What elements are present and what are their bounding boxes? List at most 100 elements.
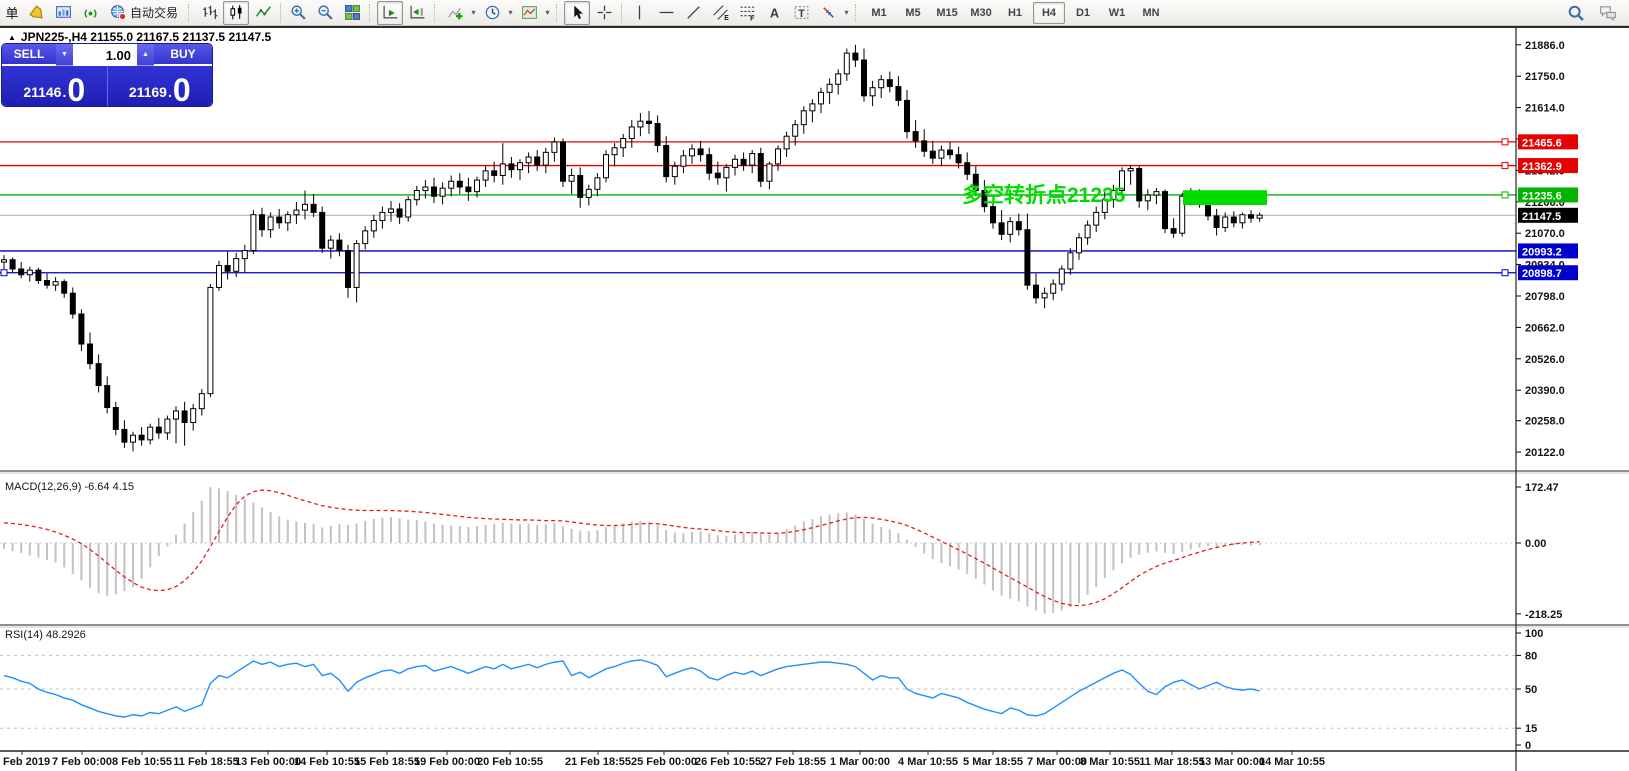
periods-button[interactable] — [479, 1, 505, 25]
autotrading-icon — [110, 4, 127, 21]
one-click-trading-panel: SELL ▼ ▲ BUY 21146.0 21169.0 — [2, 44, 212, 106]
candlestick-chart-button[interactable] — [223, 0, 250, 25]
crosshair-button[interactable] — [591, 1, 617, 25]
price-label-text: 21147.5 — [1522, 211, 1561, 223]
price-tick-label: 20122.0 — [1525, 447, 1565, 459]
timeframe-H4[interactable]: H4 — [1033, 1, 1066, 24]
svg-text:F: F — [750, 15, 754, 21]
timeframe-MN[interactable]: MN — [1142, 6, 1160, 19]
add-indicator-button[interactable] — [442, 1, 468, 25]
macd-scale-label: 0.00 — [1525, 538, 1546, 550]
time-tick-label: 14 Feb 10:55 — [294, 756, 360, 768]
timeframe-D1[interactable]: D1 — [1075, 6, 1091, 19]
price-label-box — [1518, 187, 1578, 203]
templates-button[interactable] — [516, 1, 542, 25]
toolbar-drag-handle[interactable] — [855, 3, 859, 22]
line-handle — [0, 269, 8, 277]
price-label-text: 21235.6 — [1522, 190, 1562, 202]
annotation-text[interactable]: 多空转折点21235 — [962, 183, 1126, 207]
chart-title-text: JPN225-,H4 21155.0 21167.5 21137.5 21147… — [20, 30, 272, 44]
buy-price-big-digit: 0 — [172, 72, 191, 106]
market-watch-icon[interactable] — [50, 1, 76, 25]
time-tick-label: 8 Mar 10:55 — [1080, 756, 1140, 768]
search-icon[interactable] — [1563, 1, 1589, 25]
vertical-line-button[interactable] — [626, 1, 652, 25]
horizontal-line-button[interactable] — [653, 1, 679, 25]
navigator-icon[interactable] — [77, 1, 103, 25]
chat-icon[interactable] — [1595, 1, 1621, 25]
macd-scale-label: -218.25 — [1525, 609, 1562, 621]
equidistant-channel-button[interactable]: E — [707, 1, 733, 25]
price-axis[interactable]: 21886.021750.021614.021478.021342.021206… — [1516, 40, 1578, 459]
supply-zone-rect[interactable] — [1183, 190, 1267, 206]
trendline-button[interactable] — [680, 1, 706, 25]
volume-input[interactable] — [73, 44, 137, 66]
price-label-box — [1518, 207, 1578, 223]
toolbar-drag-handle[interactable] — [556, 3, 560, 22]
rsi-scale-label: 50 — [1525, 684, 1537, 696]
trade-panel-controls: SELL ▼ ▲ BUY — [2, 44, 212, 66]
fibonacci-button[interactable]: F — [734, 1, 760, 25]
sell-price-dot: . — [62, 84, 67, 100]
rsi-scale-label: 80 — [1525, 650, 1537, 662]
time-tick-label: 5 Mar 18:55 — [963, 756, 1023, 768]
add-indicator-dropdown[interactable]: ▾ — [471, 8, 476, 17]
price-tick-label: 20662.0 — [1525, 322, 1565, 334]
chart-top-border — [0, 26, 1629, 28]
time-tick-label: 19 Feb 00:00 — [414, 756, 480, 768]
candles-layer — [1, 44, 1263, 452]
macd-scale-label: 172.47 — [1525, 482, 1559, 494]
arrows-dropdown[interactable]: ▾ — [844, 8, 849, 17]
text-tool-button[interactable]: A — [761, 1, 787, 25]
rsi-panel: RSI(14) 48.2926 100 80 50 15 0 — [0, 628, 1543, 752]
arrows-tool-button[interactable] — [815, 1, 841, 25]
new-order-button[interactable]: 单 — [5, 6, 19, 21]
autotrading-button[interactable]: 自动交易 — [104, 1, 184, 25]
macd-panel: MACD(12,26,9) -6.64 4.15 172.47 0.00 -218.2… — [0, 481, 1562, 621]
zoom-out-button[interactable] — [312, 1, 338, 25]
buy-price-display[interactable]: 21169. 0 — [108, 66, 213, 106]
time-tick-label: 21 Feb 18:55 — [565, 756, 631, 768]
timeframe-W1[interactable]: W1 — [1108, 6, 1126, 19]
toolbar-drag-handle[interactable] — [434, 3, 438, 22]
time-tick-label: 13 Feb 00:00 — [235, 756, 301, 768]
sell-price-display[interactable]: 21146. 0 — [2, 66, 108, 106]
periods-dropdown[interactable]: ▾ — [508, 8, 513, 17]
collapse-panel-icon[interactable]: ▲ — [8, 32, 16, 42]
timeframe-M30[interactable]: M30 — [970, 6, 992, 19]
timeframe-M15[interactable]: M15 — [936, 6, 958, 19]
sell-button[interactable]: SELL — [2, 44, 56, 66]
volume-increase-button[interactable]: ▲ — [137, 44, 154, 66]
timeframe-H1[interactable]: H1 — [1007, 6, 1023, 19]
time-tick-label: 7 Feb 00:00 — [52, 756, 112, 768]
volume-decrease-button[interactable]: ▼ — [56, 44, 73, 66]
text-label-button[interactable]: T — [788, 1, 814, 25]
templates-dropdown[interactable]: ▾ — [545, 8, 550, 17]
svg-text:A: A — [769, 5, 778, 20]
time-tick-label: 8 Feb 10:55 — [112, 756, 172, 768]
price-label-box — [1518, 158, 1578, 174]
time-tick-label: 25 Feb 00:00 — [631, 756, 697, 768]
rsi-label: RSI(14) 48.2926 — [5, 629, 86, 641]
bar-chart-button[interactable] — [196, 1, 222, 25]
price-label-text: 21465.6 — [1522, 137, 1562, 149]
sell-price-main: 21146 — [23, 84, 62, 100]
toolbox-icon[interactable] — [23, 1, 49, 25]
sell-price-big-digit: 0 — [67, 72, 86, 106]
cursor-button[interactable] — [564, 0, 591, 25]
timeframe-M5[interactable]: M5 — [905, 6, 921, 19]
price-tick-label: 20526.0 — [1525, 354, 1565, 366]
chart-shift-button[interactable] — [404, 1, 430, 25]
toolbar-drag-handle[interactable] — [369, 3, 373, 22]
price-chart-canvas[interactable]: 多空转折点21235 21886.021750.021614.021478.021… — [0, 26, 1629, 771]
toolbar-drag-handle[interactable] — [188, 3, 192, 22]
price-label-box — [1518, 134, 1578, 150]
line-chart-button[interactable] — [250, 1, 276, 25]
svg-text:T: T — [798, 8, 805, 20]
timeframe-M1[interactable]: M1 — [871, 6, 887, 19]
zoom-in-button[interactable] — [285, 1, 311, 25]
buy-button[interactable]: BUY — [154, 44, 212, 66]
tile-windows-button[interactable] — [339, 1, 365, 25]
auto-scroll-button[interactable] — [377, 0, 404, 25]
